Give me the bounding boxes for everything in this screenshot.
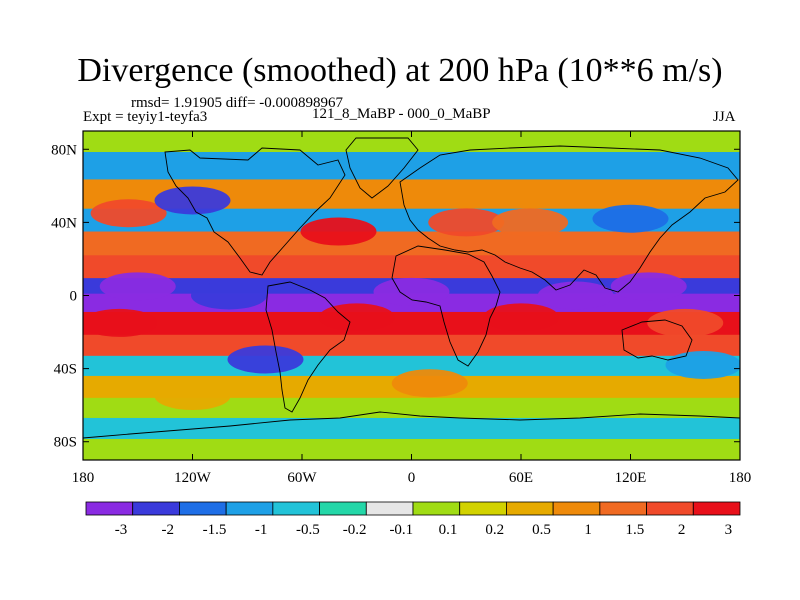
field-band [83,334,740,357]
field-anomaly [90,199,167,228]
x-tick-label: 180 [72,470,95,486]
divergence-field [83,131,740,460]
field-band [83,231,740,256]
y-tick-label: 40S [54,362,77,378]
colorbar-swatch [692,501,741,516]
coastline-outlines [83,137,740,439]
field-band [83,397,740,419]
field-anomaly [191,281,267,310]
south-america-outline [265,281,351,413]
africa-outline [391,245,501,367]
x-tick-label: 120W [174,470,212,486]
australia-outline [621,319,693,361]
colorbar-label: 0.1 [439,522,458,538]
colorbar-swatch [225,501,274,516]
x-tick-label: 120E [615,470,647,486]
map-axes: 180 120W 60W 0 60E 120E 180 80N 40N 0 40S 80S [51,131,751,486]
field-anomaly [99,272,176,301]
x-tick-label: 180 [729,470,752,486]
colorbar-swatch [365,501,414,516]
x-tick-label: 60W [287,470,317,486]
field-anomaly [492,208,569,237]
field-band [83,208,740,233]
colorbar-label: 0.2 [485,522,504,538]
colorbar-swatch [272,501,320,516]
colorbar-swatch [506,501,554,516]
rmsd-diff-stats: rmsd= 1.91905 diff= -0.000898967 [131,95,344,111]
field-anomaly [428,208,505,237]
antarctica-outline [83,411,740,439]
x-tick-label: 60E [509,470,533,486]
colorbar-swatch [179,501,227,516]
y-tick-label: 80S [54,435,77,451]
colorbar-swatch [459,501,507,516]
field-anomaly [154,382,231,411]
colorbar-label: -1 [255,522,268,538]
colorbar-label: 0.5 [532,522,551,538]
colorbar-swatch [599,501,647,516]
eurasia-outline [399,145,739,293]
field-anomaly [537,281,614,310]
field-anomaly [154,186,231,215]
field-band [83,311,740,336]
colorbar-swatch [646,501,694,516]
season-label: JJA [713,109,736,125]
colorbar-swatch [132,501,180,516]
colorbar-label: -2 [162,522,175,538]
colorbar-label: 3 [725,522,733,538]
colorbar-label: -0.1 [389,522,413,538]
chart-title: Divergence (smoothed) at 200 hPa (10**6 … [77,52,723,89]
field-anomaly [483,303,559,332]
colorbar-swatch [319,501,367,516]
field-anomaly [391,369,468,398]
field-anomaly [592,204,669,233]
y-tick-label: 0 [70,289,78,305]
field-anomaly [373,277,450,306]
colorbar-label: -0.5 [296,522,320,538]
field-anomaly [610,272,687,301]
field-anomaly [318,303,395,332]
colorbar-label: -1.5 [203,522,227,538]
colorbar-label: 1.5 [626,522,645,538]
colorbar-swatch [552,501,601,516]
field-band [83,255,740,279]
field-anomaly [227,345,304,374]
x-tick-label: 0 [408,470,416,486]
field-band [83,152,740,180]
field-anomaly [300,217,377,246]
field-band [83,438,740,460]
north-america-outline [164,147,346,276]
difference-case-label: 121_8_MaBP - 000_0_MaBP [312,106,491,122]
colorbar-swatch [412,501,461,516]
colorbar-label: -3 [115,522,128,538]
colorbar-swatch [85,501,134,516]
field-anomaly [665,350,740,379]
y-tick-label: 80N [51,142,77,158]
field-anomaly [83,308,158,337]
y-tick-label: 40N [51,215,77,231]
experiment-label: Expt = teyiy1-teyfa3 [83,109,208,125]
field-anomaly [647,308,724,337]
colorbar: -3 -2 -1.5 -1 -0.5 -0.2 -0.1 0.1 0.2 0.5 1 1.5 2 3 [85,501,741,538]
colorbar-label: -0.2 [343,522,367,538]
greenland-outline [345,137,419,199]
colorbar-label: 2 [678,522,686,538]
colorbar-label: 1 [584,522,592,538]
field-band [83,417,740,440]
